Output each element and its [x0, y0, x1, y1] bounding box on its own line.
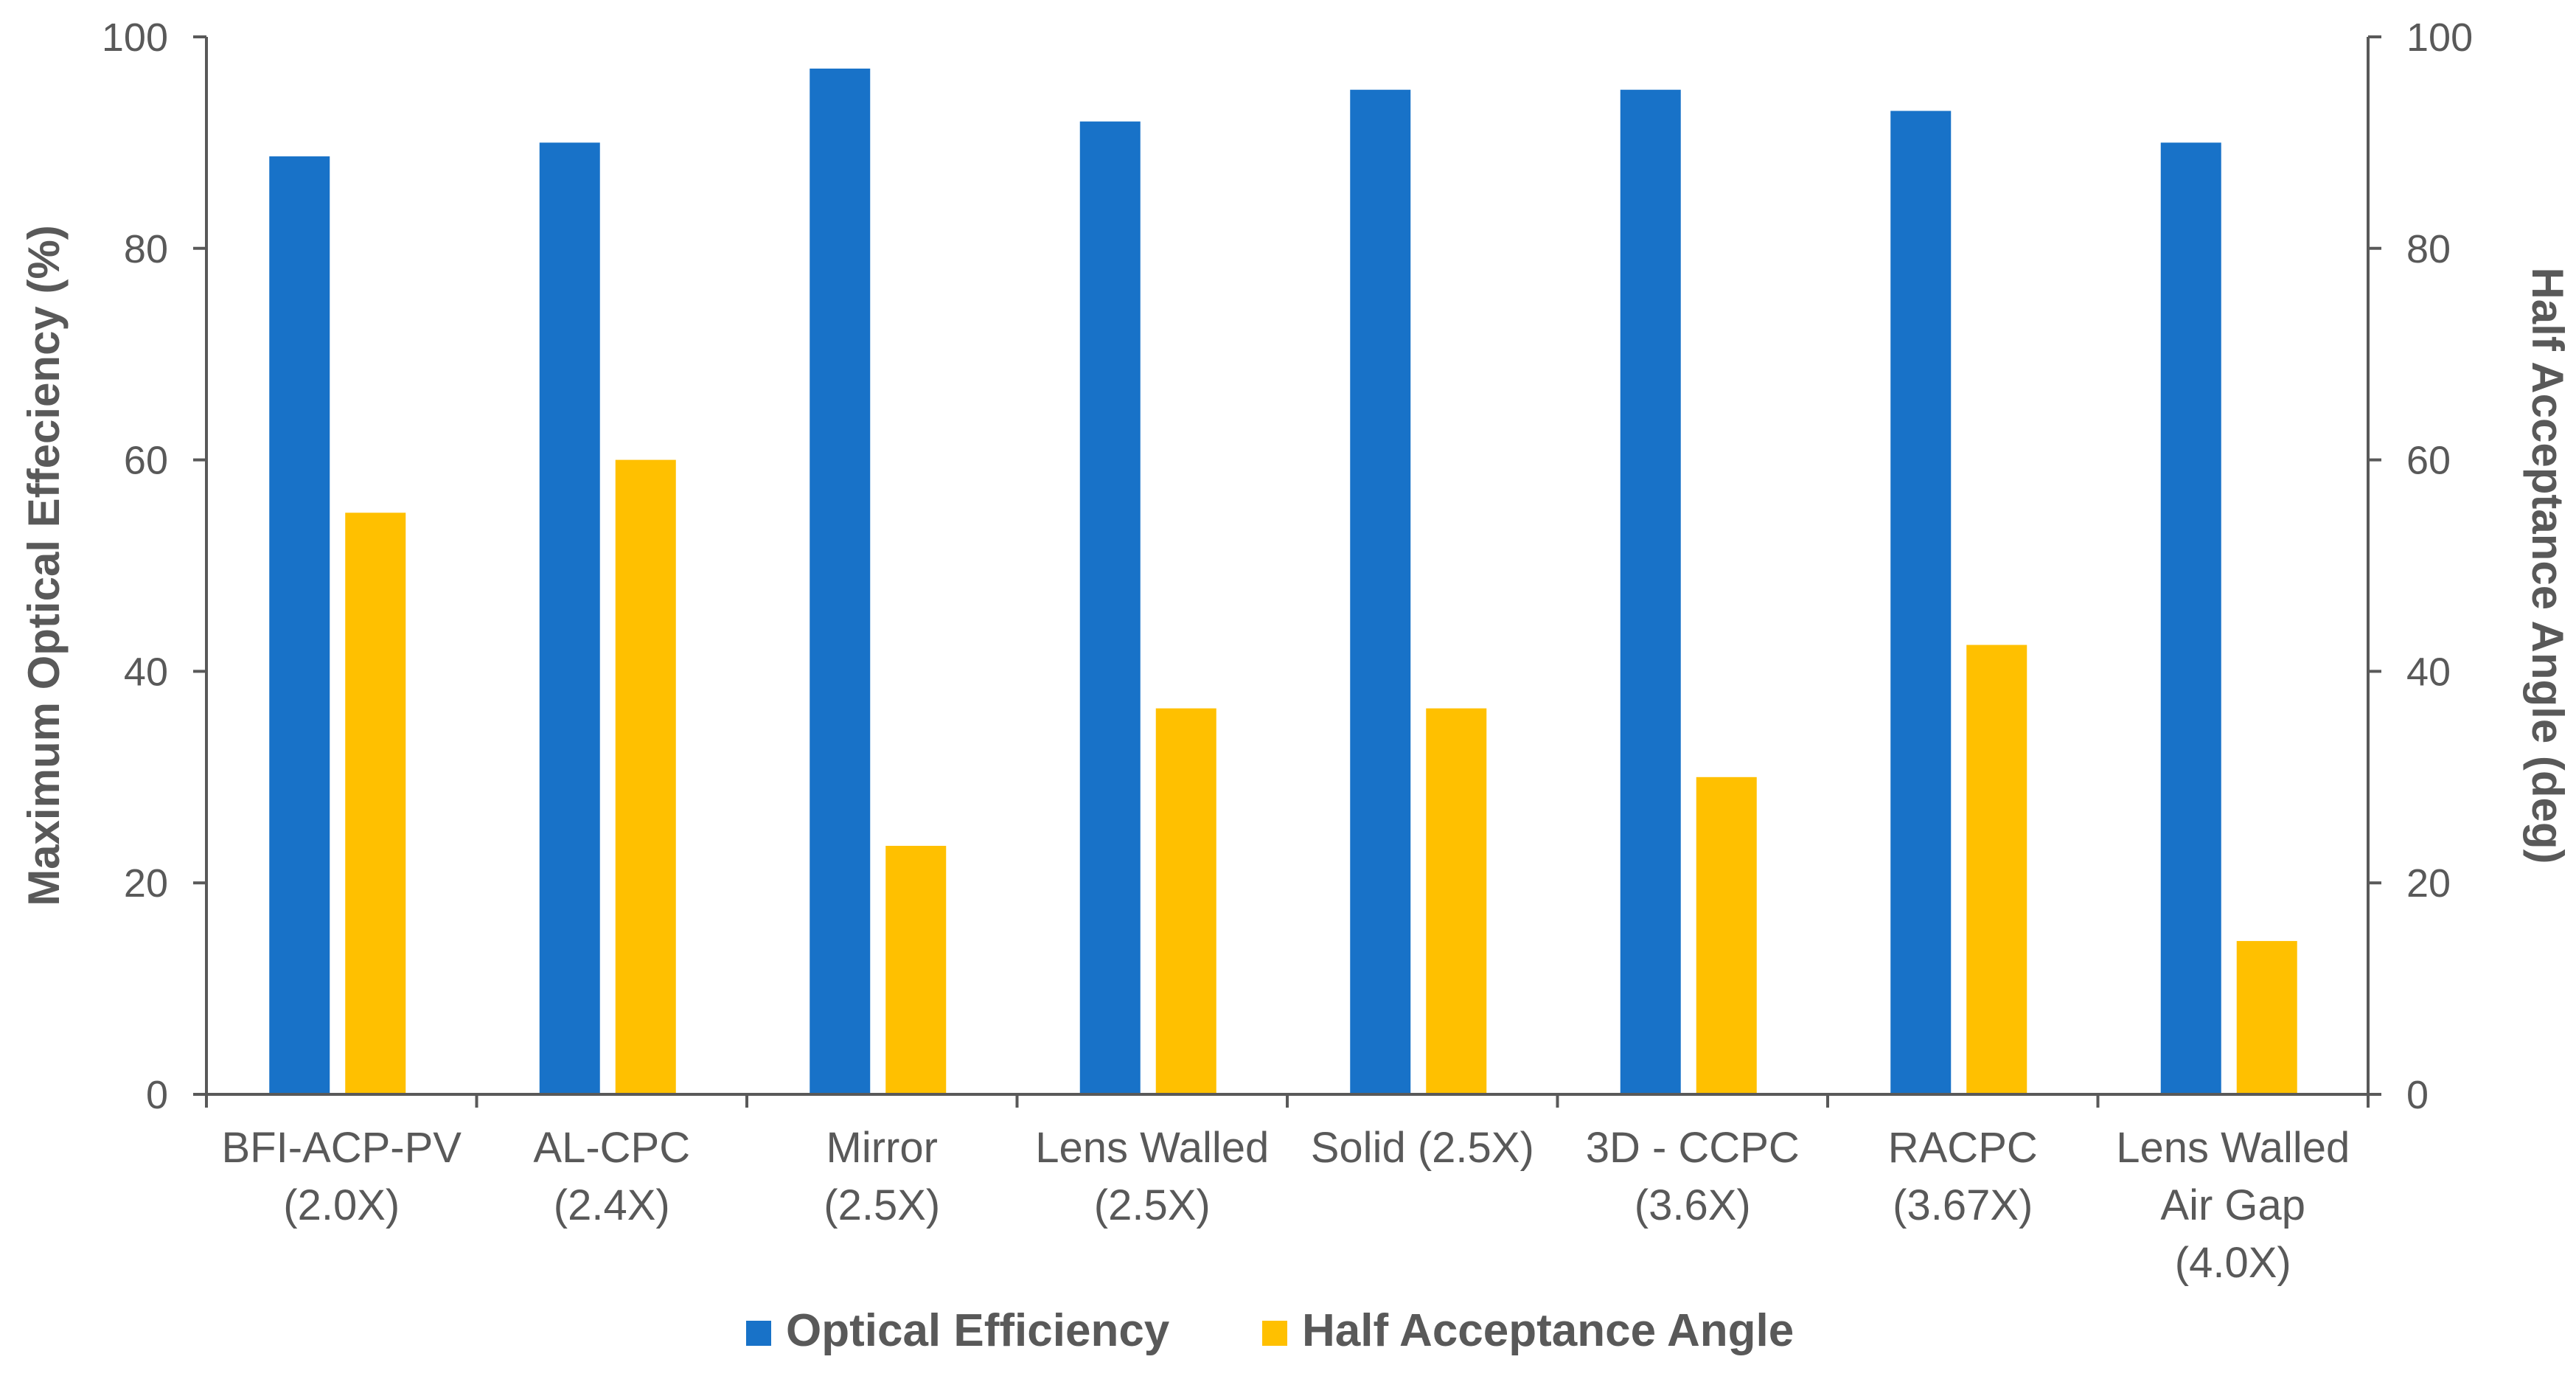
- category-label-line: (2.4X): [554, 1181, 670, 1229]
- bars: [269, 69, 2297, 1095]
- y2-tick-label: 80: [2406, 227, 2451, 271]
- legend-swatch-half-acceptance-angle: [1262, 1321, 1287, 1346]
- y2-tick-label: 0: [2406, 1073, 2429, 1117]
- y-tick-label: 20: [124, 861, 168, 906]
- category-label-line: Lens Walled: [1035, 1124, 1269, 1172]
- category-label-line: (2.0X): [283, 1181, 400, 1229]
- y2-tick-label: 20: [2406, 861, 2451, 906]
- bar-optical-efficiency-3: [1079, 121, 1141, 1095]
- bar-optical-efficiency-2: [810, 69, 871, 1094]
- y-tick-label: 0: [146, 1073, 168, 1117]
- legend-label-half-acceptance-angle: Half Acceptance Angle: [1302, 1305, 1794, 1356]
- category-label-6: RACPC (3.67X): [1888, 1124, 2038, 1229]
- category-label-line: Lens Walled: [2116, 1124, 2350, 1172]
- y-tick-label: 100: [102, 15, 168, 60]
- category-label-7: Lens Walled Air Gap (4.0X): [2116, 1124, 2350, 1287]
- category-label-2: Mirror (2.5X): [824, 1124, 940, 1229]
- bar-optical-efficiency-4: [1350, 89, 1411, 1095]
- category-labels: BFI-ACP-PV (2.0X) AL-CPC (2.4X) Mirror (2.5X)…: [222, 1124, 2350, 1287]
- category-label-1: AL-CPC (2.4X): [533, 1124, 690, 1229]
- y2-tick-label: 100: [2406, 15, 2473, 60]
- category-label-line: BFI-ACP-PV: [222, 1124, 462, 1172]
- category-label-line: Mirror: [826, 1124, 938, 1172]
- category-label-line: RACPC: [1888, 1124, 2038, 1172]
- y-axis-title: Maximum Optical Effeciency (%): [19, 225, 69, 906]
- bar-half-acceptance-angle-6: [1966, 645, 2027, 1094]
- bar-half-acceptance-angle-7: [2236, 941, 2297, 1094]
- bar-half-acceptance-angle-4: [1426, 708, 1487, 1094]
- y2-tick-label: 40: [2406, 650, 2451, 694]
- y-tick-label: 60: [124, 439, 168, 483]
- y2-tick-label: 60: [2406, 439, 2451, 483]
- bar-half-acceptance-angle-1: [615, 459, 676, 1094]
- bar-optical-efficiency-6: [1890, 111, 1952, 1094]
- y-tick-label: 40: [124, 650, 168, 694]
- bar-optical-efficiency-7: [2160, 142, 2221, 1094]
- category-label-3: Lens Walled (2.5X): [1035, 1124, 1269, 1229]
- bar-half-acceptance-angle-2: [885, 846, 947, 1094]
- category-label-line: 3D - CCPC: [1586, 1124, 1800, 1172]
- category-label-line: (2.5X): [824, 1181, 940, 1229]
- category-label-line: Air Gap: [2160, 1181, 2305, 1229]
- bar-half-acceptance-angle-0: [345, 513, 406, 1094]
- legend-label-optical-efficiency: Optical Efficiency: [786, 1305, 1170, 1356]
- category-label-line: (4.0X): [2175, 1239, 2291, 1287]
- category-label-line: AL-CPC: [533, 1124, 690, 1172]
- category-label-4: Solid (2.5X): [1311, 1124, 1534, 1172]
- category-label-line: Solid (2.5X): [1311, 1124, 1534, 1172]
- y-tick-label: 80: [124, 227, 168, 271]
- y2-axis-title: Half Acceptance Angle (deg): [2523, 267, 2572, 864]
- category-label-line: (3.6X): [1635, 1181, 1751, 1229]
- legend: Optical Efficiency Half Acceptance Angle: [746, 1305, 1794, 1356]
- legend-swatch-optical-efficiency: [746, 1321, 771, 1346]
- category-label-line: (2.5X): [1094, 1181, 1211, 1229]
- left-axis-ticks: 0 20 40 60 80 100: [102, 15, 2370, 1117]
- bar-optical-efficiency-5: [1620, 89, 1681, 1095]
- category-label-line: (3.67X): [1893, 1181, 2033, 1229]
- bar-half-acceptance-angle-5: [1696, 777, 1757, 1094]
- right-axis-ticks: 0 20 40 60 80 100: [2368, 15, 2473, 1117]
- bar-optical-efficiency-1: [539, 142, 600, 1094]
- category-label-5: 3D - CCPC (3.6X): [1586, 1124, 1800, 1229]
- category-label-0: BFI-ACP-PV (2.0X): [222, 1124, 462, 1229]
- bar-half-acceptance-angle-3: [1155, 708, 1216, 1094]
- bar-optical-efficiency-0: [269, 156, 330, 1095]
